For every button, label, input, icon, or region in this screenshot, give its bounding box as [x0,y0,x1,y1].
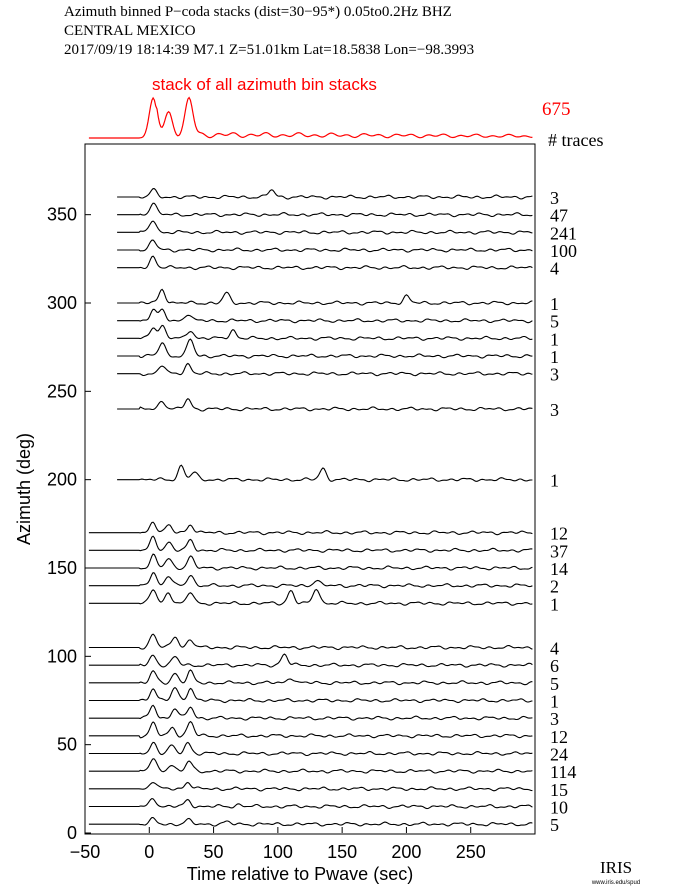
trace-count-label: 1 [550,294,559,314]
azimuth-trace [88,553,533,571]
azimuth-trace [88,817,533,827]
azimuth-trace [117,202,533,218]
trace-count-label: 2 [550,577,559,597]
trace-group [88,188,533,827]
y-tick-label: 250 [47,381,77,401]
traces-column-label: # traces [548,130,603,150]
trace-count-label: 15 [550,780,568,800]
chart-header-line-2: CENTRAL MEXICO [64,23,196,39]
trace-count-label: 3 [550,400,559,420]
plot-frame [84,143,536,835]
stack-title: stack of all azimuth bin stacks [152,75,377,94]
x-tick-label: 100 [263,842,293,862]
chart-header-line-3: 2017/09/19 18:14:39 M7.1 Z=51.01km Lat=1… [64,42,474,58]
trace-count-label: 47 [550,206,568,226]
trace-count-label: 3 [550,365,559,385]
azimuth-trace [117,188,533,200]
trace-count-label: 5 [550,312,559,332]
x-tick-label: 200 [391,842,421,862]
azimuth-trace [117,398,533,412]
azimuth-trace [88,653,533,668]
trace-count-label: 5 [550,815,559,835]
trace-count-label: 5 [550,674,559,694]
trace-count-label: 1 [550,594,559,614]
y-axis-label: Azimuth (deg) [14,433,34,545]
y-tick-label: 300 [47,293,77,313]
trace-count-label: 1 [550,329,559,349]
trace-count-label: 6 [550,656,559,676]
y-tick-label: 0 [67,823,77,843]
chart-header-line-1: Azimuth binned P−coda stacks (dist=30−95… [64,4,452,20]
y-tick-label: 150 [47,558,77,578]
azimuth-trace [117,324,533,341]
azimuth-trace [88,704,533,721]
y-axis: 0 50 100 150 200 250 300 350 [47,205,91,843]
azimuth-trace [117,220,533,235]
x-tick-label: 150 [327,842,357,862]
trace-count-label: 3 [550,709,559,729]
trace-count-label: 3 [550,188,559,208]
x-tick-label: −50 [70,842,101,862]
summary-stack-trace [88,96,533,139]
iris-logo-url: www.iris.edu/spud [591,880,640,886]
y-tick-label: 50 [57,735,77,755]
azimuth-trace [88,741,533,757]
azimuth-trace [88,521,533,536]
azimuth-trace [88,720,533,739]
x-tick-label: 50 [204,842,224,862]
trace-count-label: 10 [550,798,568,818]
x-tick-label: 0 [144,842,154,862]
x-axis-label: Time relative to Pwave (sec) [187,864,413,884]
azimuth-trace [117,338,533,359]
total-traces-count: 675 [542,99,571,120]
y-tick-label: 100 [47,646,77,666]
y-tick-label: 200 [47,470,77,490]
azimuth-trace [117,464,533,483]
trace-count-label: 1 [550,347,559,367]
y-tick-label: 350 [47,205,77,225]
x-axis: −50 0 50 100 150 200 250 [70,827,486,862]
x-tick-label: 250 [456,842,486,862]
trace-count-label: 4 [550,639,559,659]
azimuth-trace [88,572,533,589]
azimuth-trace [88,633,533,651]
trace-count-label: 241 [550,223,577,243]
trace-count-group: 5101511424123156412143712133115141002414… [550,188,577,835]
trace-count-label: 1 [550,471,559,491]
trace-count-label: 114 [550,762,576,782]
trace-count-label: 14 [550,559,568,579]
azimuth-trace [117,308,533,324]
azimuth-trace [88,758,533,774]
azimuth-trace [88,669,533,686]
trace-count-label: 12 [550,524,568,544]
trace-count-label: 1 [550,692,559,712]
azimuth-trace [117,255,533,271]
azimuth-trace [88,588,533,606]
iris-logo-text: IRIS [600,858,632,877]
azimuth-trace [88,686,533,704]
trace-count-label: 37 [550,541,568,561]
azimuth-trace [88,535,533,553]
trace-count-label: 100 [550,241,577,261]
trace-count-label: 24 [550,745,568,765]
azimuth-trace [88,798,533,810]
azimuth-trace [117,288,533,306]
trace-count-label: 12 [550,727,568,747]
azimuth-trace [117,239,533,253]
azimuth-trace [117,362,533,377]
azimuth-trace [88,781,533,792]
trace-count-label: 4 [550,259,559,279]
iris-logo: IRIS www.iris.edu/spud [591,858,640,886]
